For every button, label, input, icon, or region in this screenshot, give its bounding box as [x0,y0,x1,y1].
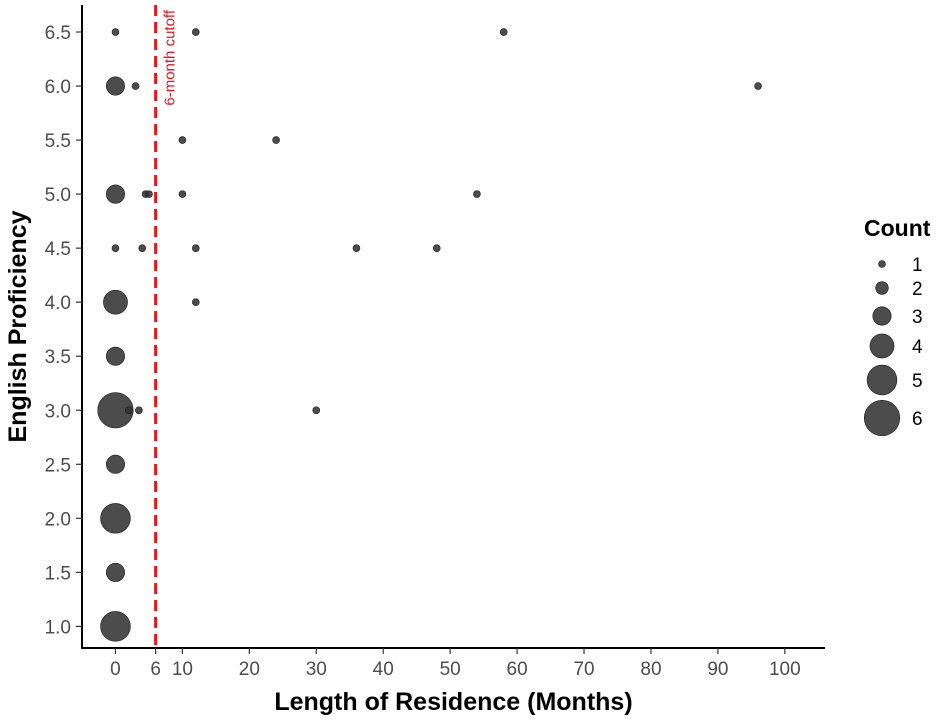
data-point [138,244,147,252]
data-point [97,392,134,429]
y-tick-label: 2.0 [45,509,71,530]
y-tick-label: 6.0 [45,77,71,98]
data-point [105,184,125,204]
data-point [499,28,508,36]
data-point [103,289,128,315]
legend-title: Count [864,215,931,241]
y-tick-label: 5.0 [45,185,71,206]
x-tick-label: 90 [707,659,728,680]
x-tick-label: 60 [507,659,528,680]
data-point [178,190,187,198]
data-point [178,136,187,144]
legend-key [878,260,886,268]
legend-key [866,364,898,396]
legend-label: 4 [912,337,923,358]
data-point [105,454,125,474]
axes [76,5,825,654]
data-point [191,298,200,306]
tick-labels: 0 6 10 20 30 40 50 60 70 80 90 100 1.0 1.5 2.0 2.5 3.0 3.… [45,23,801,680]
y-tick-label: 1.5 [45,563,71,584]
data-point [105,346,125,366]
data-point [145,190,153,198]
x-tick-label: 0 [110,659,121,680]
y-tick-label: 1.0 [45,617,71,638]
data-point [272,136,280,144]
data-point [105,562,125,582]
x-tick-label: 40 [373,659,394,680]
data-point [131,82,140,90]
data-point [100,503,131,534]
legend-key [863,399,901,437]
data-point [432,244,441,252]
data-point [352,244,361,252]
legend-label: 1 [912,255,923,276]
y-tick-label: 2.5 [45,455,71,476]
x-tick-label: 6 [150,659,161,680]
data-point [754,82,762,90]
legend-label: 6 [912,409,923,430]
reference-line-label: 6-month cutoff [162,9,179,105]
data-point [191,28,200,36]
y-tick-label: 3.0 [45,401,71,422]
y-tick-label: 5.5 [45,131,71,152]
data-point [111,244,120,252]
data-point [473,190,481,198]
data-point [100,611,131,642]
y-axis-title: English Proficiency [4,210,32,442]
y-tick-label: 4.5 [45,239,71,260]
x-tick-label: 10 [172,659,193,680]
data-point [191,244,200,252]
data-point [111,28,120,36]
x-tick-label: 20 [239,659,260,680]
y-tick-label: 6.5 [45,23,71,44]
x-tick-label: 70 [573,659,594,680]
data-point [135,406,143,415]
legend-key [872,306,892,326]
x-tick-label: 80 [640,659,661,680]
y-tick-label: 3.5 [45,347,71,368]
data-points [97,28,762,642]
data-point [125,406,133,415]
legend-label: 2 [912,279,923,300]
legend-key [875,281,889,295]
legend-key [869,333,895,359]
legend-label: 5 [912,371,923,392]
legend: Count 1 2 3 4 5 6 [863,215,931,437]
x-tick-label: 100 [769,659,801,680]
data-point [105,76,125,96]
x-axis-title: Length of Residence (Months) [274,688,632,716]
x-tick-label: 50 [440,659,461,680]
x-tick-label: 30 [306,659,327,680]
legend-label: 3 [912,307,923,328]
data-point [312,406,321,415]
y-tick-label: 4.0 [45,293,71,314]
